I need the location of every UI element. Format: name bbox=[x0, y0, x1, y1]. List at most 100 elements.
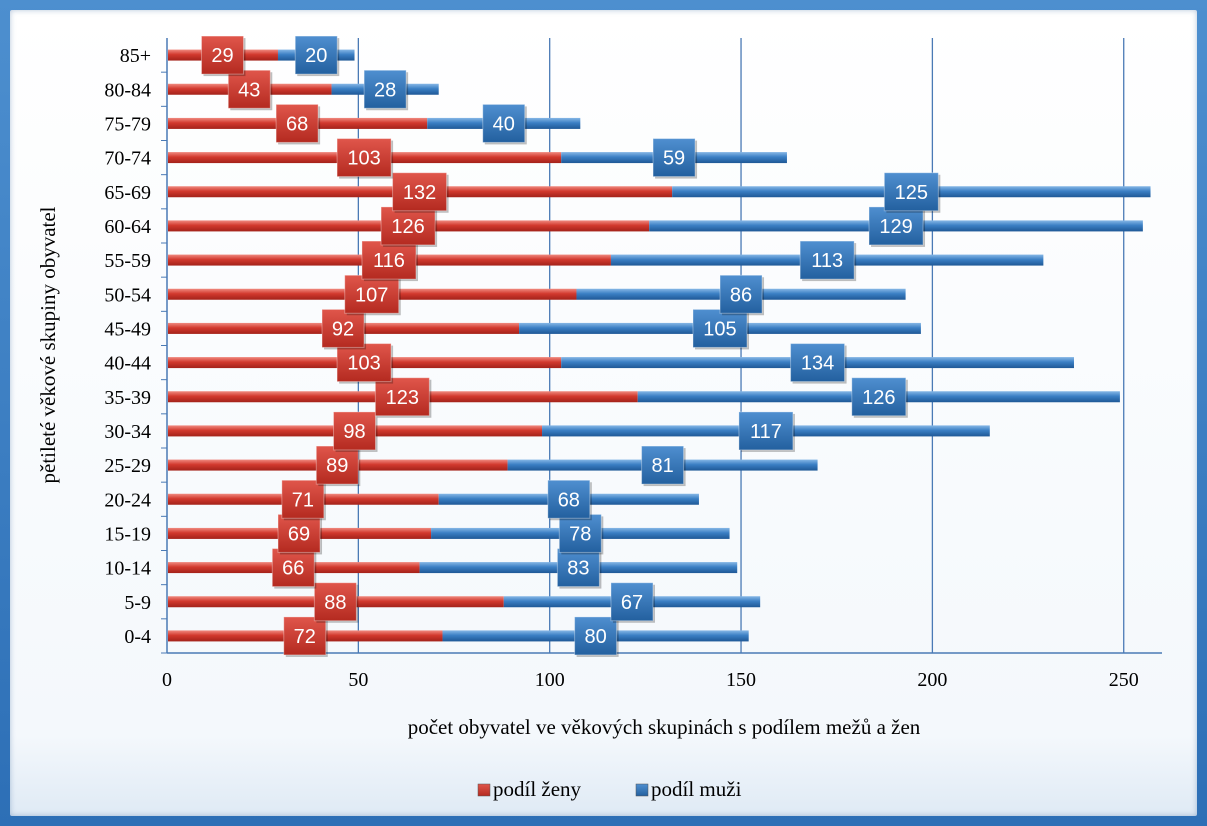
data-label-zeny-65-69: 132 bbox=[392, 172, 449, 213]
y-tick-label-65-69: 65-69 bbox=[104, 182, 151, 204]
y-tick-label-20-24: 20-24 bbox=[104, 489, 151, 511]
y-tick-label-60-64: 60-64 bbox=[104, 216, 151, 238]
y-tick-label-50-54: 50-54 bbox=[104, 284, 151, 306]
bar-chart: 0 50 100 150 200 250 0-4 5-9 10-14 15-19 20-24 25-2… bbox=[36, 35, 1162, 801]
data-label-box bbox=[547, 479, 591, 519]
chart-panel: 0 50 100 150 200 250 0-4 5-9 10-14 15-19 20-24 25-2… bbox=[10, 10, 1197, 816]
data-label-muzi-30-34: 117 bbox=[738, 411, 795, 452]
data-label-zeny-20-24: 71 bbox=[281, 479, 326, 521]
data-label-muzi-80-84: 28 bbox=[363, 69, 409, 111]
data-label-text: 105 bbox=[703, 318, 736, 340]
data-label-text: 81 bbox=[651, 455, 673, 477]
x-tick-label-150: 150 bbox=[726, 669, 756, 691]
legend-item-zeny: podíl ženy bbox=[477, 777, 582, 801]
data-label-text: 103 bbox=[347, 353, 380, 375]
legend-swatch bbox=[477, 783, 491, 797]
data-label-text: 68 bbox=[558, 489, 580, 511]
data-label-box bbox=[315, 445, 359, 485]
data-label-box bbox=[692, 308, 748, 348]
data-label-box bbox=[336, 138, 392, 178]
data-label-box bbox=[275, 103, 319, 143]
data-label-text: 107 bbox=[355, 284, 388, 306]
data-label-zeny-55-59: 116 bbox=[361, 240, 418, 282]
data-label-box bbox=[799, 240, 855, 280]
y-tick-label-70-74: 70-74 bbox=[104, 148, 151, 170]
data-label-box bbox=[738, 411, 794, 451]
data-label-text: 43 bbox=[238, 79, 260, 101]
data-label-text: 89 bbox=[326, 455, 348, 477]
data-label-zeny-15-19: 69 bbox=[277, 513, 323, 555]
data-label-text: 117 bbox=[750, 421, 782, 443]
data-label-muzi-5-9: 67 bbox=[610, 582, 655, 623]
data-label-text: 28 bbox=[374, 79, 396, 101]
data-label-box bbox=[868, 206, 924, 246]
data-label-zeny-60-64: 126 bbox=[380, 206, 438, 247]
data-label-box bbox=[652, 138, 696, 178]
data-label-text: 116 bbox=[373, 250, 405, 272]
data-label-box bbox=[851, 377, 907, 417]
legend-label: podíl muži bbox=[651, 777, 742, 801]
data-label-muzi-15-19: 78 bbox=[558, 513, 604, 555]
legend-swatch bbox=[635, 783, 649, 797]
y-tick-label-80-84: 80-84 bbox=[104, 79, 151, 101]
y-tick-label-10-14: 10-14 bbox=[104, 558, 151, 580]
data-label-box bbox=[482, 103, 526, 143]
data-label-text: 72 bbox=[294, 626, 316, 648]
data-label-muzi-65-69: 125 bbox=[883, 172, 941, 213]
data-label-box bbox=[313, 582, 357, 622]
data-label-box bbox=[574, 616, 618, 656]
data-label-box bbox=[380, 206, 436, 246]
y-tick-label-25-29: 25-29 bbox=[104, 455, 151, 477]
data-label-muzi-75-79: 40 bbox=[482, 103, 527, 145]
data-label-box bbox=[610, 582, 654, 622]
data-label-box bbox=[277, 513, 321, 553]
x-tick-label-50: 50 bbox=[348, 669, 368, 691]
x-tick-label-0: 0 bbox=[162, 669, 172, 691]
data-label-muzi-60-64: 129 bbox=[868, 206, 926, 247]
data-label-text: 125 bbox=[895, 182, 928, 204]
data-label-muzi-50-54: 86 bbox=[719, 274, 765, 316]
x-tick-label-250: 250 bbox=[1109, 669, 1139, 691]
data-label-box bbox=[200, 35, 244, 75]
y-tick-label-55-59: 55-59 bbox=[104, 250, 151, 272]
data-label-box bbox=[790, 343, 846, 383]
legend: podíl ženy podíl muži bbox=[477, 777, 742, 801]
data-label-muzi-40-44: 134 bbox=[790, 343, 847, 384]
data-label-box bbox=[321, 308, 365, 348]
data-label-muzi-20-24: 68 bbox=[547, 479, 592, 521]
y-tick-label-85+: 85+ bbox=[120, 45, 151, 67]
data-label-text: 78 bbox=[569, 523, 591, 545]
data-label-box bbox=[227, 69, 271, 109]
data-label-zeny-70-74: 103 bbox=[336, 138, 394, 179]
data-label-text: 80 bbox=[584, 626, 606, 648]
legend-label: podíl ženy bbox=[493, 777, 582, 801]
data-label-box bbox=[392, 172, 448, 212]
data-label-box bbox=[641, 445, 685, 485]
data-label-zeny-5-9: 88 bbox=[313, 582, 359, 623]
y-tick-label-30-34: 30-34 bbox=[104, 421, 151, 443]
data-label-muzi-35-39: 126 bbox=[851, 377, 908, 418]
data-label-text: 83 bbox=[567, 558, 589, 580]
data-label-box bbox=[294, 35, 338, 75]
data-label-box bbox=[374, 377, 430, 417]
data-label-muzi-0-4: 80 bbox=[574, 616, 619, 657]
y-tick-label-45-49: 45-49 bbox=[104, 318, 151, 340]
data-label-muzi-10-14: 83 bbox=[556, 548, 602, 589]
x-tick-label-100: 100 bbox=[535, 669, 565, 691]
data-label-zeny-10-14: 66 bbox=[271, 548, 317, 589]
data-label-box bbox=[336, 343, 392, 383]
data-label-box bbox=[333, 411, 377, 451]
data-label-box bbox=[883, 172, 939, 212]
y-tick-label-5-9: 5-9 bbox=[124, 592, 151, 614]
y-tick-label-40-44: 40-44 bbox=[104, 353, 151, 375]
data-label-text: 126 bbox=[862, 387, 895, 409]
data-label-muzi-55-59: 113 bbox=[799, 240, 857, 282]
y-tick-label-75-79: 75-79 bbox=[104, 113, 151, 135]
axes: 0 50 100 150 200 250 0-4 5-9 10-14 15-19 20-24 25-2… bbox=[104, 38, 1162, 691]
data-label-zeny-0-4: 72 bbox=[283, 616, 328, 657]
data-label-zeny-40-44: 103 bbox=[336, 343, 394, 384]
data-label-text: 59 bbox=[663, 148, 685, 170]
data-label-box bbox=[283, 616, 327, 656]
data-label-zeny-80-84: 43 bbox=[227, 69, 273, 111]
data-label-text: 29 bbox=[211, 45, 233, 67]
